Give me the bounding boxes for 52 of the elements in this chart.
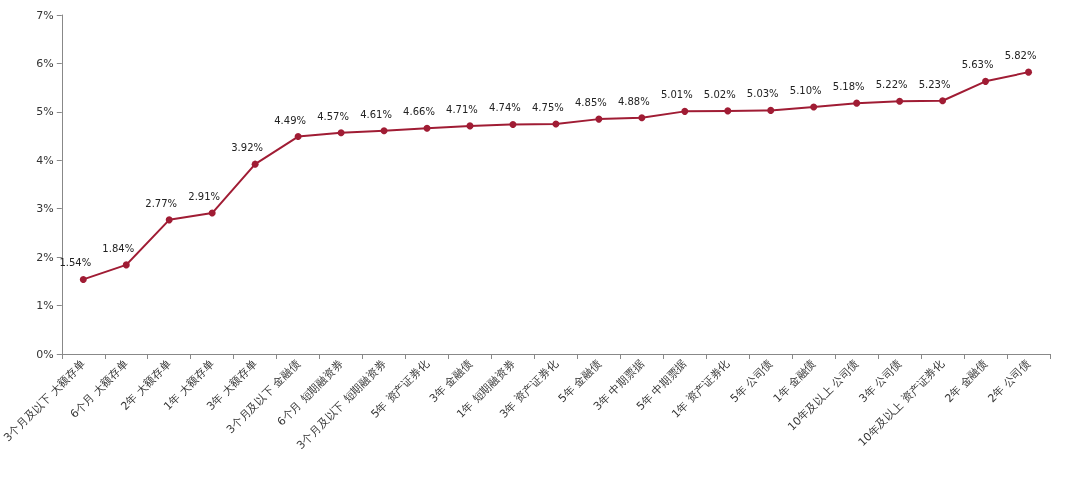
point	[595, 115, 603, 123]
point	[638, 114, 646, 122]
y-tick-label: 4%	[36, 153, 54, 167]
data-label: 4.74%	[489, 102, 521, 114]
data-label: 1.84%	[102, 242, 135, 254]
data-label: 4.71%	[446, 103, 478, 115]
point	[982, 77, 990, 85]
data-label: 2.91%	[188, 191, 221, 203]
point	[165, 216, 173, 224]
point	[1025, 68, 1033, 76]
point	[122, 261, 130, 269]
y-tick-label: 5%	[36, 105, 54, 119]
point	[423, 124, 431, 132]
y-tick-label: 7%	[36, 8, 54, 22]
point	[810, 103, 818, 111]
data-label: 3.92%	[231, 142, 264, 154]
y-tick-label: 6%	[36, 56, 54, 70]
point	[939, 97, 947, 105]
data-label: 4.66%	[403, 106, 435, 118]
point	[208, 209, 216, 217]
point	[251, 160, 259, 168]
data-label: 5.01%	[660, 89, 693, 101]
data-label: 4.75%	[532, 101, 564, 113]
data-label: 5.02%	[703, 88, 736, 100]
data-label: 4.57%	[317, 110, 349, 122]
data-label: 5.23%	[918, 78, 951, 90]
data-label: 5.82%	[1004, 50, 1037, 62]
point	[681, 107, 689, 115]
point	[896, 97, 904, 105]
y-tick-label: 1%	[36, 299, 54, 313]
point	[79, 275, 87, 283]
point	[724, 107, 732, 115]
data-label: 5.63%	[961, 59, 994, 71]
point	[509, 120, 517, 128]
data-label: 5.22%	[875, 79, 908, 91]
point	[380, 127, 388, 135]
point	[767, 106, 775, 114]
data-label: 5.10%	[789, 85, 822, 97]
data-label: 2.77%	[145, 197, 178, 209]
point	[294, 133, 302, 141]
data-label: 1.54%	[59, 257, 92, 269]
y-tick-label: 0%	[36, 347, 54, 361]
data-label: 5.18%	[832, 81, 865, 93]
y-tick-label: 2%	[36, 250, 54, 264]
point	[853, 99, 861, 107]
data-label: 4.61%	[360, 108, 392, 120]
y-tick-label: 3%	[36, 202, 54, 216]
data-label: 4.88%	[617, 95, 650, 107]
data-label: 5.03%	[746, 88, 779, 100]
data-label: 4.85%	[574, 97, 607, 109]
point	[337, 129, 345, 137]
data-label: 4.49%	[274, 114, 306, 126]
